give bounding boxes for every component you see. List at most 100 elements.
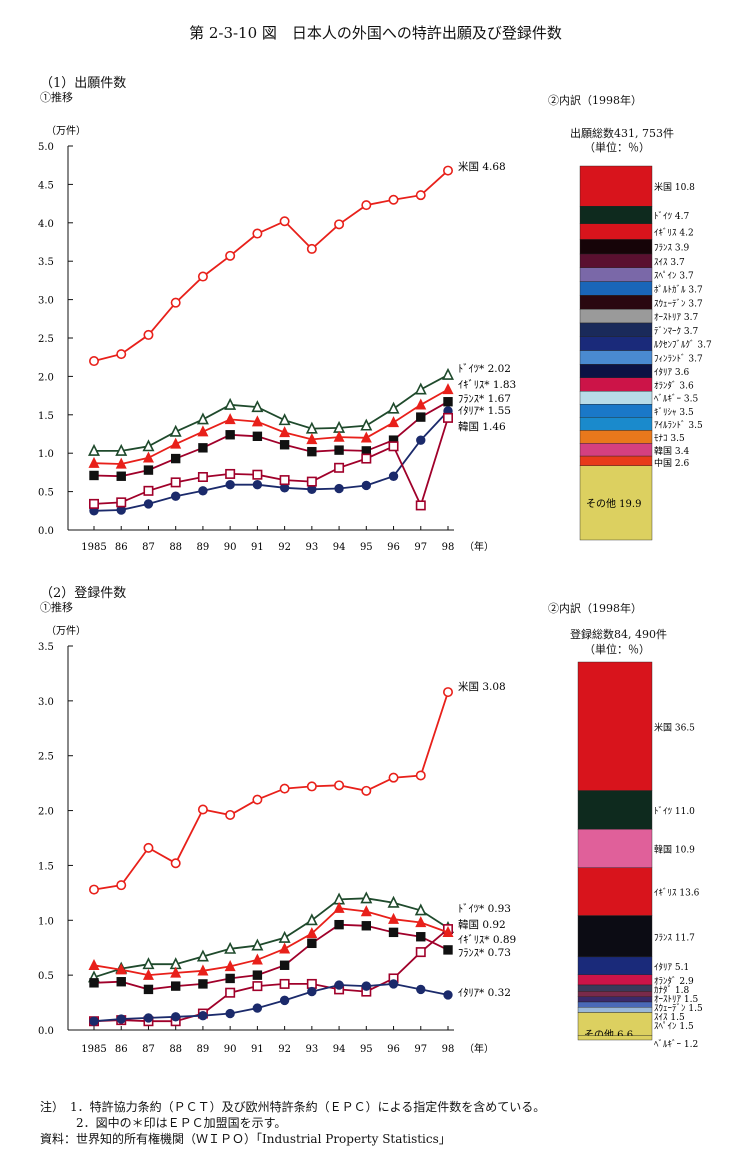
- segment-label: ｲｷﾞﾘｽ 4.2: [654, 228, 694, 239]
- data-point: [225, 987, 236, 998]
- note-1: 注） 1．特許協力条約（ＰＣＴ）及び欧州特許条約（ＥＰＣ）による指定件数を含めて…: [40, 1100, 546, 1114]
- x-tick-label: 97: [414, 1044, 427, 1055]
- data-point: [387, 401, 400, 414]
- note-2: 2．図中の＊印はＥＰＣ加盟国を示す。: [40, 1116, 287, 1130]
- segment-label: ﾙｸｾﾝﾌﾞﾙｸﾞ 3.7: [654, 340, 712, 351]
- data-point: [388, 912, 400, 924]
- segment-label: ｶﾅﾀﾞ 1.8: [654, 985, 689, 996]
- data-point: [278, 413, 291, 426]
- y-tick-label: 4.5: [38, 180, 54, 191]
- data-point: [361, 453, 372, 464]
- data-point: [307, 986, 317, 997]
- x-tick-label: 1985: [81, 542, 106, 553]
- data-point: [170, 453, 181, 464]
- bar-segment: [579, 417, 653, 431]
- data-point: [143, 499, 154, 509]
- registration-line-chart: （万件） 0.0 0.5 1.0 1.5 2.0 2.5 3.0 3.5 1985 86 87 88 89…: [38, 625, 516, 1055]
- data-point: [116, 471, 126, 481]
- y-tick-label: 3.5: [38, 257, 54, 268]
- segment-label: ｲｷﾞﾘｽ 13.6: [654, 888, 700, 899]
- data-point: [170, 297, 181, 308]
- data-point: [360, 891, 373, 904]
- segment-label: その他 19.9: [586, 497, 641, 510]
- segment-label: ｱｲﾙﾗﾝﾄﾞ 3.5: [654, 420, 703, 431]
- segment-label: ﾌﾗﾝｽ 3.9: [654, 243, 689, 254]
- bar-segment: [579, 350, 653, 365]
- data-point: [334, 445, 344, 455]
- data-point: [415, 500, 426, 511]
- x-tick-label: 98: [442, 1044, 455, 1055]
- y-tick-label: 0.5: [38, 488, 54, 499]
- y-tick-label: 5.0: [38, 142, 54, 153]
- application-line-chart: （万件） 0.0 0.5 1.0 1.5 2.0 2.5 3.0 3.5 4.0 4.5 5.0 198…: [38, 125, 516, 553]
- y-tick-label: 1.5: [38, 411, 54, 422]
- segment-label: ﾄﾞｲﾂ 11.0: [654, 806, 695, 817]
- bar-segment: [579, 404, 653, 418]
- data-point: [142, 957, 155, 970]
- segment-label: ｽﾍﾟｲﾝ 1.5: [654, 1021, 694, 1032]
- segment-label: ｽｲｽ 3.7: [654, 258, 685, 268]
- bar-segment: [577, 996, 653, 1003]
- data-point: [88, 456, 100, 468]
- segment-label: ｽﾍﾟｲﾝ 3.7: [654, 271, 694, 282]
- data-point: [116, 977, 126, 987]
- data-point: [143, 1013, 154, 1023]
- data-point: [197, 804, 208, 815]
- data-point: [305, 913, 318, 926]
- data-point: [388, 471, 399, 481]
- data-point: [252, 970, 263, 980]
- section2-sub: ①推移: [40, 601, 73, 614]
- data-point: [197, 271, 208, 282]
- data-point: [388, 979, 399, 989]
- data-point: [279, 440, 290, 450]
- x-tick-label: 96: [387, 1044, 400, 1055]
- series-label: ｲｷﾞﾘｽ* 0.89: [458, 934, 516, 946]
- x-tick-label: 90: [224, 1044, 237, 1055]
- bar-segment: [579, 443, 653, 457]
- bar-segment: [579, 364, 653, 378]
- figure-title: 第 2-3-10 図 日本人の外国への特許出願及び登録件数: [189, 24, 562, 42]
- segment-label: ﾌﾗﾝｽ 11.7: [654, 932, 695, 943]
- registration-stacked-bar: 米国 36.5 ﾄﾞｲﾂ 11.0 韓国 10.9 ｲｷﾞﾘｽ 13.6 ﾌﾗﾝｽ 11…: [577, 661, 703, 1048]
- section1-heading: （1）出願件数: [40, 76, 127, 91]
- application-stacked-bar: 米国 10.8 ﾄﾞｲﾂ 4.7 ｲｷﾞﾘｽ 4.2 ﾌﾗﾝｽ 3.9 ｽｲｽ 3.7 ｽ…: [579, 165, 712, 541]
- bar-segment: [577, 1007, 653, 1013]
- data-point: [225, 1008, 235, 1019]
- data-point: [252, 431, 263, 442]
- data-point: [197, 425, 209, 437]
- data-point: [279, 216, 290, 227]
- data-point: [333, 430, 345, 442]
- x-tick-label: 94: [333, 1044, 346, 1055]
- data-point: [142, 439, 155, 452]
- x-tick-label: 89: [197, 1044, 210, 1055]
- data-point: [360, 418, 373, 431]
- data-point: [115, 457, 127, 469]
- x-tick-label: 93: [305, 542, 318, 553]
- data-point: [169, 424, 182, 437]
- data-point: [252, 469, 263, 480]
- series-label: ﾄﾞｲﾂ* 2.02: [458, 363, 511, 375]
- series-label: ｲｷﾞﾘｽ* 1.83: [458, 379, 516, 391]
- data-point: [170, 1012, 181, 1022]
- data-point: [307, 938, 317, 949]
- unit-label: （万件）: [46, 125, 86, 137]
- data-point: [334, 980, 344, 990]
- data-point: [143, 842, 154, 853]
- bar-segment: [579, 223, 653, 240]
- bar-segment: [577, 991, 653, 997]
- segment-label: ﾃﾞﾝﾏｰｸ 3.7: [654, 326, 698, 337]
- section2-total: 登録総数84, 490件: [570, 628, 667, 641]
- x-tick-label: 88: [169, 1044, 182, 1055]
- data-point: [116, 349, 127, 360]
- data-point: [196, 412, 209, 425]
- data-point: [307, 446, 317, 457]
- y-tick-label: 1.5: [38, 861, 54, 872]
- data-point: [334, 919, 344, 930]
- data-point: [334, 462, 345, 473]
- x-tick-label: 95: [360, 542, 373, 553]
- data-point: [279, 960, 290, 970]
- bar-segment: [577, 1035, 653, 1041]
- data-point: [198, 443, 208, 453]
- data-point: [115, 963, 127, 975]
- bar-segment: [579, 430, 653, 444]
